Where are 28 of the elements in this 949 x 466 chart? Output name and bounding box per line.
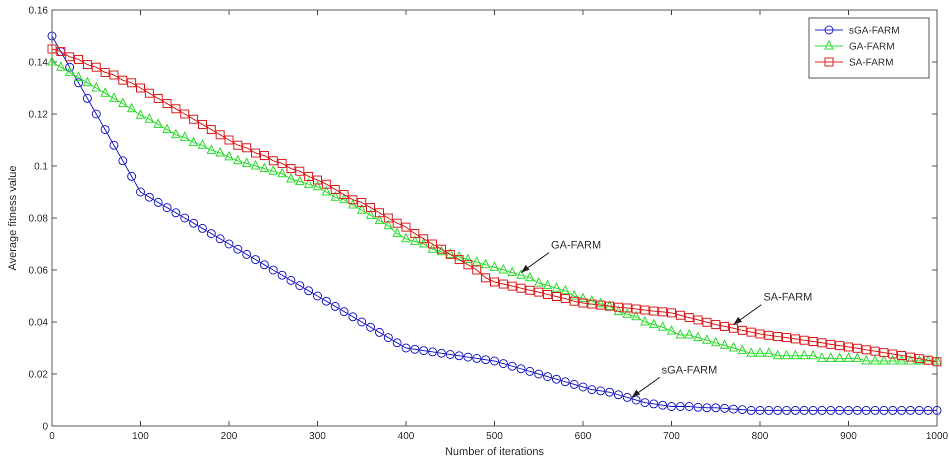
y-tick-label: 0.06 bbox=[28, 266, 48, 276]
annotation: GA-FARM bbox=[551, 240, 602, 252]
x-tick-label: 800 bbox=[752, 431, 769, 442]
x-tick-label: 900 bbox=[840, 431, 858, 442]
x-tick-label: 0 bbox=[49, 431, 56, 442]
x-tick-label: 500 bbox=[486, 431, 504, 442]
y-axis-title: Average fitness value bbox=[7, 166, 19, 270]
legend-label: GA-FARM bbox=[849, 42, 895, 52]
x-tick-label: 200 bbox=[220, 431, 238, 442]
y-tick-label: 0.04 bbox=[28, 318, 48, 328]
y-tick-label: 0.14 bbox=[28, 58, 48, 68]
x-axis-title: Number of iterations bbox=[444, 446, 545, 458]
y-tick-label: 0.02 bbox=[28, 370, 48, 380]
y-tick-label: 0 bbox=[42, 422, 48, 432]
y-tick-label: 0.16 bbox=[28, 6, 48, 16]
x-tick-label: 1000 bbox=[926, 431, 949, 442]
x-tick-label: 600 bbox=[574, 431, 592, 442]
legend-label: SA-FARM bbox=[849, 58, 894, 68]
annotation: sGA-FARM bbox=[662, 364, 718, 376]
x-tick-label: 100 bbox=[132, 431, 150, 442]
legend-label: sGA-FARM bbox=[849, 26, 900, 36]
x-tick-label: 700 bbox=[663, 431, 680, 442]
x-tick-label: 300 bbox=[309, 431, 326, 442]
y-tick-label: 0.1 bbox=[34, 162, 48, 172]
y-tick-label: 0.08 bbox=[28, 214, 48, 224]
x-tick-label: 400 bbox=[398, 431, 415, 442]
annotation: SA-FARM bbox=[763, 292, 812, 304]
y-tick-label: 0.12 bbox=[28, 110, 48, 120]
